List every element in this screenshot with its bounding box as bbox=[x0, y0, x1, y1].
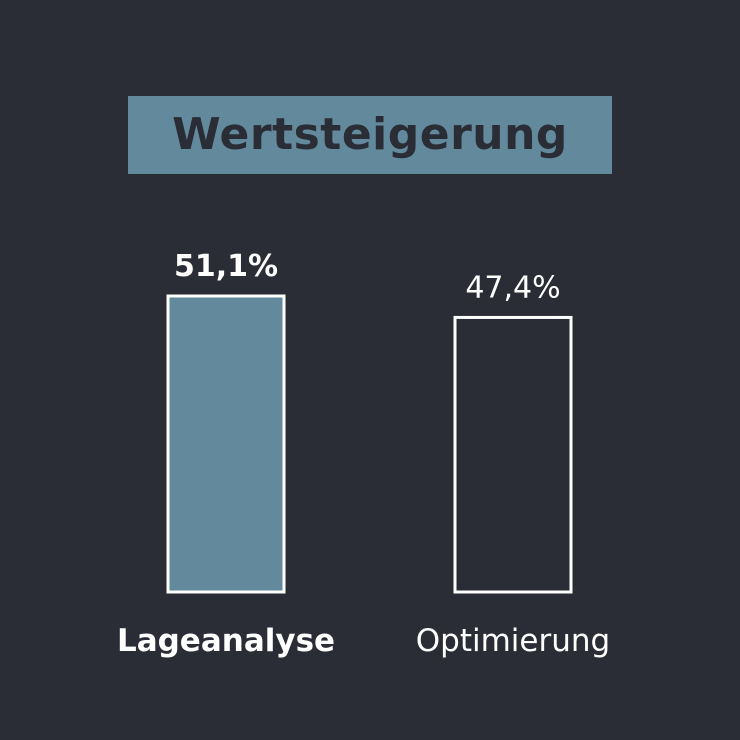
data-label-lageanalyse: 51,1% bbox=[174, 249, 278, 284]
category-label-lageanalyse: Lageanalyse bbox=[117, 623, 335, 659]
chart-title-box: Wertsteigerung bbox=[128, 96, 612, 174]
category-label-optimierung: Optimierung bbox=[416, 623, 610, 659]
chart-title: Wertsteigerung bbox=[172, 109, 568, 160]
bar-lageanalyse bbox=[166, 294, 286, 594]
bar-optimierung bbox=[453, 315, 573, 594]
data-label-optimierung: 47,4% bbox=[465, 270, 560, 305]
